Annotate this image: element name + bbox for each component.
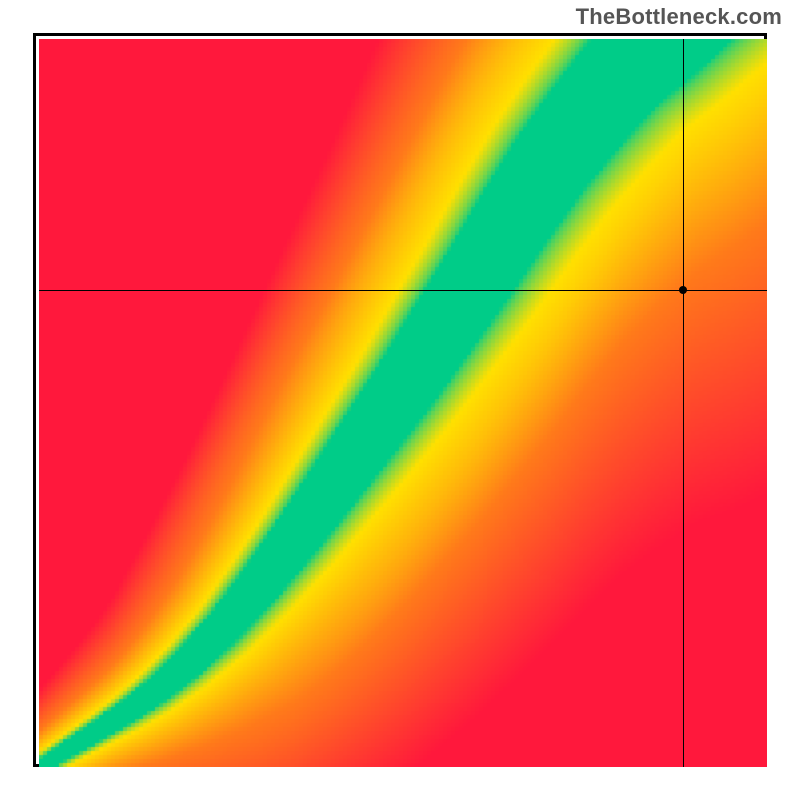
- watermark-text: TheBottleneck.com: [576, 4, 782, 30]
- crosshair-vertical: [683, 39, 684, 767]
- crosshair-horizontal: [39, 290, 767, 291]
- heatmap-canvas: [39, 39, 767, 767]
- heatmap-plot: [33, 33, 767, 767]
- marker-point: [679, 286, 687, 294]
- chart-container: TheBottleneck.com: [0, 0, 800, 800]
